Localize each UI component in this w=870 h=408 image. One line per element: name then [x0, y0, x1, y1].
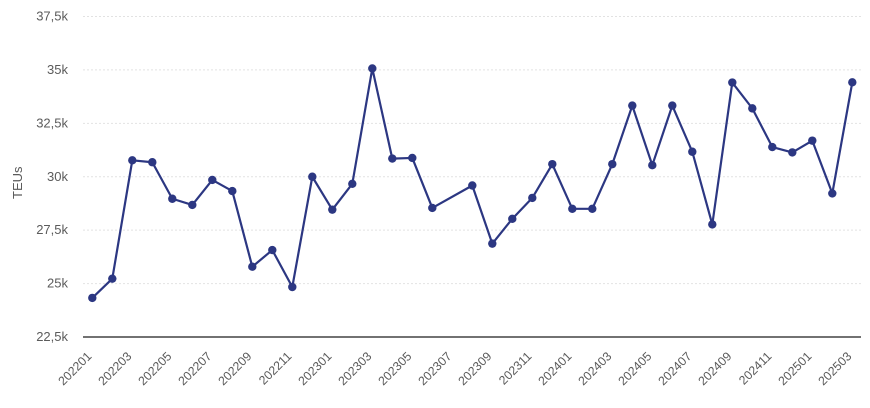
- svg-text:202407: 202407: [655, 349, 694, 388]
- svg-text:202311: 202311: [496, 349, 534, 387]
- svg-text:202409: 202409: [695, 349, 734, 388]
- svg-text:202307: 202307: [415, 349, 454, 388]
- svg-text:27,5k: 27,5k: [36, 222, 68, 237]
- svg-text:37,5k: 37,5k: [36, 9, 68, 24]
- svg-text:202309: 202309: [455, 349, 494, 388]
- svg-text:202201: 202201: [55, 349, 94, 388]
- svg-text:35k: 35k: [47, 62, 68, 77]
- svg-text:202403: 202403: [575, 349, 614, 388]
- svg-text:202503: 202503: [815, 349, 854, 388]
- svg-text:202209: 202209: [215, 349, 254, 388]
- svg-text:32,5k: 32,5k: [36, 115, 68, 130]
- svg-text:202207: 202207: [175, 349, 214, 388]
- svg-text:202203: 202203: [95, 349, 134, 388]
- svg-text:202411: 202411: [736, 349, 774, 387]
- svg-text:202301: 202301: [295, 349, 334, 388]
- svg-text:202501: 202501: [775, 349, 814, 388]
- svg-text:25k: 25k: [47, 276, 68, 291]
- svg-text:202401: 202401: [535, 349, 574, 388]
- svg-text:30k: 30k: [47, 169, 68, 184]
- svg-text:202405: 202405: [615, 349, 654, 388]
- svg-text:22,5k: 22,5k: [36, 329, 68, 344]
- svg-text:202211: 202211: [256, 349, 294, 387]
- svg-text:202205: 202205: [135, 349, 174, 388]
- svg-text:202305: 202305: [375, 349, 414, 388]
- svg-text:202303: 202303: [335, 349, 374, 388]
